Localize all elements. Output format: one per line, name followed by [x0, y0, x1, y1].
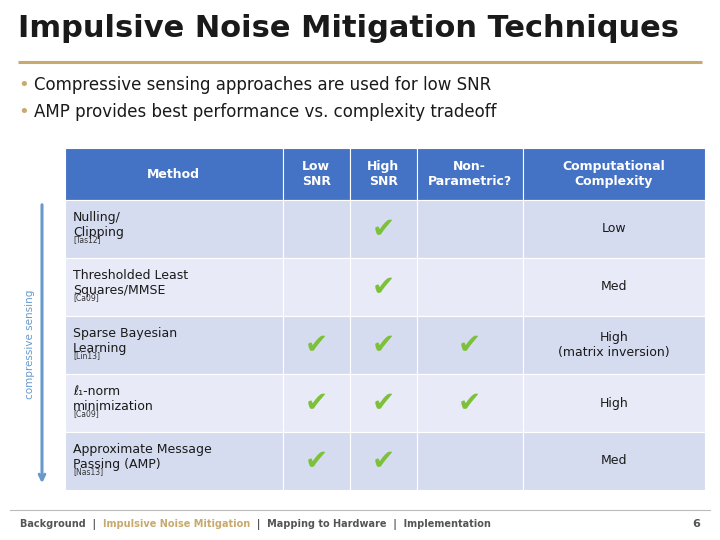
Text: Low
SNR: Low SNR [302, 160, 330, 188]
Bar [417, 148, 523, 200]
Text: ✔: ✔ [458, 389, 482, 417]
Text: [Ca09]: [Ca09] [73, 409, 99, 418]
Bar [417, 432, 523, 490]
Bar [350, 432, 417, 490]
Bar [283, 200, 350, 258]
Text: Background  |: Background | [20, 518, 103, 530]
Text: ✔: ✔ [372, 215, 395, 243]
Text: ✔: ✔ [372, 331, 395, 359]
Text: •: • [18, 103, 29, 121]
Text: Thresholded Least
Squares/MMSE: Thresholded Least Squares/MMSE [73, 269, 188, 297]
Bar [65, 432, 283, 490]
Bar [283, 316, 350, 374]
Text: High
SNR: High SNR [367, 160, 400, 188]
Text: Med: Med [600, 455, 627, 468]
Text: •: • [18, 76, 29, 94]
Text: ✔: ✔ [305, 447, 328, 475]
Text: Method: Method [148, 167, 200, 180]
Bar [523, 316, 705, 374]
Bar [523, 200, 705, 258]
Text: [Ca09]: [Ca09] [73, 293, 99, 302]
Bar [283, 374, 350, 432]
Text: Impulsive Noise Mitigation: Impulsive Noise Mitigation [103, 519, 250, 529]
Text: [Nas13]: [Nas13] [73, 467, 103, 476]
Bar [350, 316, 417, 374]
Text: 6: 6 [692, 519, 700, 529]
Bar [65, 200, 283, 258]
Text: ✔: ✔ [372, 389, 395, 417]
Bar [417, 200, 523, 258]
Text: ✔: ✔ [305, 389, 328, 417]
Text: ✔: ✔ [372, 447, 395, 475]
Text: ℓ₁-norm
minimization: ℓ₁-norm minimization [73, 385, 154, 413]
Bar [523, 258, 705, 316]
Text: [Lin13]: [Lin13] [73, 351, 100, 360]
Bar [523, 374, 705, 432]
Text: ✔: ✔ [458, 331, 482, 359]
Bar [283, 432, 350, 490]
Bar [523, 148, 705, 200]
Text: [Tas12]: [Tas12] [73, 235, 101, 244]
Text: |  Mapping to Hardware  |  Implementation: | Mapping to Hardware | Implementation [250, 518, 491, 530]
Bar [417, 374, 523, 432]
Text: ✔: ✔ [372, 273, 395, 301]
Bar [283, 258, 350, 316]
Text: Impulsive Noise Mitigation Techniques: Impulsive Noise Mitigation Techniques [18, 14, 679, 43]
Text: Med: Med [600, 280, 627, 294]
Text: Compressive sensing approaches are used for low SNR: Compressive sensing approaches are used … [34, 76, 491, 94]
Bar [65, 374, 283, 432]
Text: ✔: ✔ [305, 331, 328, 359]
Text: Nulling/
Clipping: Nulling/ Clipping [73, 211, 124, 239]
Text: Non-
Parametric?: Non- Parametric? [428, 160, 512, 188]
Text: High
(matrix inversion): High (matrix inversion) [558, 331, 670, 359]
Bar [350, 148, 417, 200]
Bar [350, 258, 417, 316]
Text: Computational
Complexity: Computational Complexity [562, 160, 665, 188]
Text: compressive sensing: compressive sensing [25, 289, 35, 399]
Text: Sparse Bayesian
Learning: Sparse Bayesian Learning [73, 327, 177, 355]
Text: AMP provides best performance vs. complexity tradeoff: AMP provides best performance vs. comple… [34, 103, 497, 121]
Bar [417, 316, 523, 374]
Text: Low: Low [601, 222, 626, 235]
Bar [350, 374, 417, 432]
Bar [417, 258, 523, 316]
Bar [523, 432, 705, 490]
Text: High: High [600, 396, 628, 409]
Bar [283, 148, 350, 200]
Bar [350, 200, 417, 258]
Bar [65, 258, 283, 316]
Bar [65, 148, 283, 200]
Bar [65, 316, 283, 374]
Text: Approximate Message
Passing (AMP): Approximate Message Passing (AMP) [73, 443, 212, 471]
